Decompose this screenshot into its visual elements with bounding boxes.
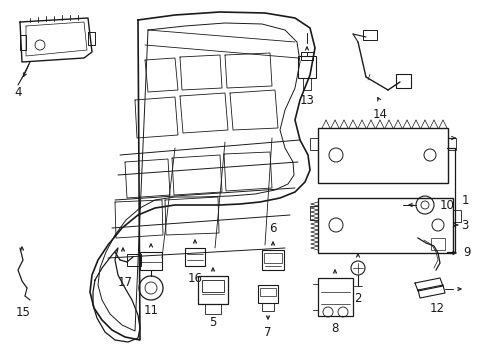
Text: 3: 3: [461, 219, 469, 231]
Bar: [185, 248, 205, 266]
Text: 6: 6: [269, 221, 277, 234]
Bar: [140, 252, 162, 270]
Bar: [448, 138, 456, 150]
Text: 4: 4: [14, 86, 22, 99]
Text: 5: 5: [209, 316, 217, 329]
Bar: [310, 206, 318, 220]
Text: 15: 15: [16, 306, 30, 320]
Bar: [260, 288, 276, 296]
Text: 12: 12: [430, 302, 444, 315]
Bar: [318, 128, 448, 183]
Bar: [301, 52, 313, 60]
Text: 2: 2: [354, 292, 362, 305]
Bar: [264, 253, 282, 263]
Text: 7: 7: [264, 327, 272, 339]
Text: 11: 11: [144, 303, 158, 316]
Bar: [303, 78, 311, 90]
Bar: [298, 56, 316, 78]
Bar: [198, 276, 228, 304]
Bar: [318, 278, 353, 316]
Text: 1: 1: [461, 194, 469, 207]
Text: 10: 10: [440, 198, 454, 212]
Bar: [318, 198, 453, 253]
Bar: [127, 254, 141, 266]
Text: 17: 17: [118, 275, 132, 288]
Text: 9: 9: [463, 247, 470, 260]
Bar: [262, 303, 274, 311]
Text: 13: 13: [299, 94, 315, 107]
Bar: [310, 138, 318, 150]
Bar: [363, 30, 377, 40]
Text: 16: 16: [188, 271, 202, 284]
Bar: [258, 285, 278, 303]
Bar: [205, 304, 221, 314]
Bar: [262, 250, 284, 270]
Text: 8: 8: [331, 321, 339, 334]
Bar: [453, 210, 461, 222]
Bar: [396, 74, 411, 88]
Bar: [202, 280, 224, 292]
Bar: [431, 238, 445, 250]
Text: 14: 14: [372, 108, 388, 121]
